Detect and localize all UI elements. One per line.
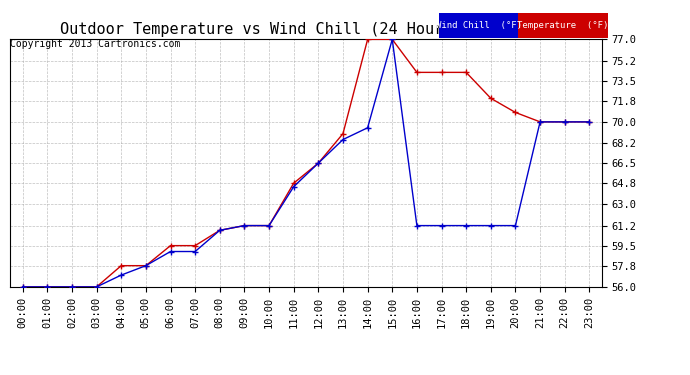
Text: Wind Chill  (°F): Wind Chill (°F)	[435, 21, 522, 30]
Title: Outdoor Temperature vs Wind Chill (24 Hours)  20130615: Outdoor Temperature vs Wind Chill (24 Ho…	[59, 22, 553, 37]
Text: Copyright 2013 Cartronics.com: Copyright 2013 Cartronics.com	[10, 39, 181, 50]
Text: Temperature  (°F): Temperature (°F)	[518, 21, 609, 30]
